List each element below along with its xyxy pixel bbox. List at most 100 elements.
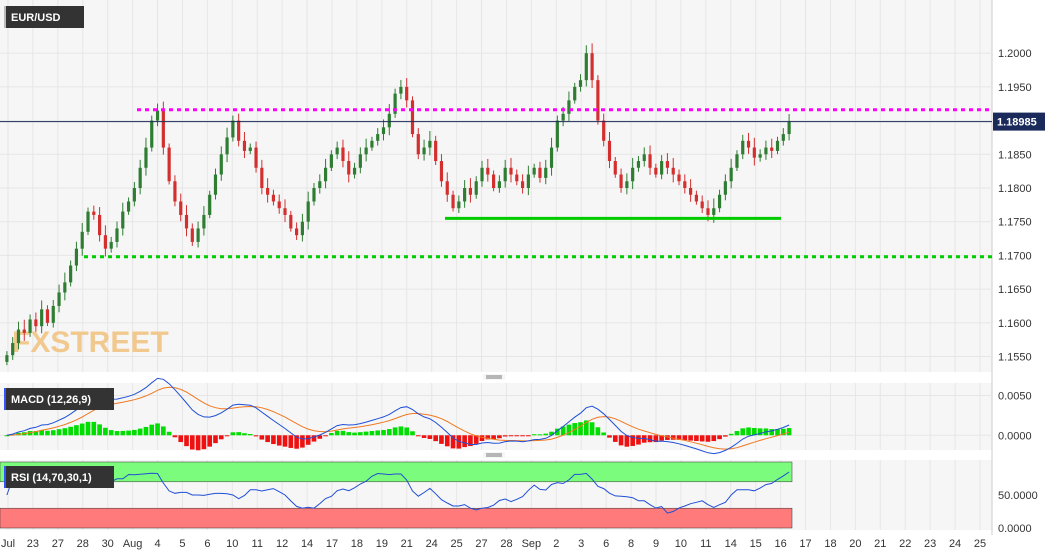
macd-histogram-bar bbox=[415, 435, 421, 437]
macd-histogram-bar bbox=[468, 435, 473, 447]
macd-histogram-bar bbox=[323, 435, 328, 437]
x-tick-label: 21 bbox=[401, 538, 413, 550]
x-tick-label: 17 bbox=[799, 538, 811, 550]
candle-body bbox=[289, 214, 293, 229]
macd-histogram-bar bbox=[514, 435, 520, 437]
macd-histogram-bar bbox=[363, 431, 369, 436]
macd-histogram-bar bbox=[520, 435, 525, 437]
candle-body bbox=[16, 329, 21, 344]
macd-histogram-bar bbox=[491, 435, 496, 440]
x-tick-label: 28 bbox=[77, 538, 89, 550]
macd-histogram-bar bbox=[352, 432, 357, 436]
candle-body bbox=[103, 235, 107, 249]
macd-histogram-bar bbox=[4, 435, 10, 437]
candle-body bbox=[677, 174, 681, 182]
macd-histogram-bar bbox=[369, 431, 375, 436]
candle-body bbox=[295, 228, 299, 236]
macd-histogram-bar bbox=[85, 421, 91, 436]
macd-histogram-bar bbox=[723, 435, 728, 437]
macd-histogram-bar bbox=[705, 435, 711, 442]
macd-histogram-bar bbox=[45, 430, 50, 436]
macd-histogram-bar bbox=[537, 434, 543, 436]
candle-body bbox=[237, 120, 241, 141]
x-tick-label: 14 bbox=[301, 538, 313, 550]
candle-body bbox=[196, 228, 200, 242]
symbol-title: EUR/USD bbox=[11, 12, 61, 24]
macd-histogram-bar bbox=[566, 424, 572, 436]
x-tick-label: Jul bbox=[1, 538, 15, 550]
macd-histogram-bar bbox=[33, 431, 39, 436]
macd-histogram-bar bbox=[473, 435, 479, 444]
candle-body bbox=[532, 167, 536, 175]
candle-body bbox=[492, 174, 496, 188]
x-tick-label: 10 bbox=[675, 538, 687, 550]
macd-histogram-bar bbox=[288, 435, 294, 448]
x-tick-label: 18 bbox=[351, 538, 363, 550]
rsi-line bbox=[6, 466, 790, 514]
x-tick-label: 22 bbox=[899, 538, 911, 550]
candle-body bbox=[509, 167, 513, 175]
macd-histogram-bar bbox=[717, 435, 722, 440]
candle-body bbox=[555, 120, 559, 148]
x-tick-label: 2 bbox=[553, 538, 559, 550]
candle-body bbox=[486, 167, 490, 175]
macd-histogram-bar bbox=[497, 435, 502, 439]
macd-histogram-bar bbox=[786, 428, 792, 436]
candle-body bbox=[28, 319, 32, 333]
macd-histogram-bar bbox=[207, 435, 213, 447]
candle-body bbox=[74, 248, 79, 266]
macd-histogram-bar bbox=[172, 435, 178, 438]
x-tick-label: 15 bbox=[750, 538, 762, 550]
rsi-overbought-zone bbox=[0, 461, 793, 483]
candle-body bbox=[642, 154, 646, 162]
macd-histogram-bar bbox=[103, 427, 108, 436]
candle-body bbox=[242, 140, 247, 151]
candle-body bbox=[700, 201, 704, 209]
rsi-resize-handle[interactable] bbox=[483, 452, 505, 458]
x-tick-label: 10 bbox=[226, 538, 238, 550]
macd-histogram-bar bbox=[746, 427, 751, 436]
macd-histogram-bar bbox=[334, 430, 340, 436]
macd-label-badge[interactable]: MACD (12,26,9) bbox=[4, 388, 114, 410]
candle-body bbox=[45, 309, 50, 323]
macd-signal-line bbox=[6, 386, 790, 450]
candle-body bbox=[561, 113, 565, 121]
candle-body bbox=[144, 147, 148, 168]
candle-body bbox=[167, 147, 171, 182]
candle-body bbox=[109, 241, 113, 249]
macd-histogram-bar bbox=[439, 435, 444, 444]
macd-resize-handle[interactable] bbox=[483, 374, 505, 380]
candle-body bbox=[86, 211, 90, 232]
candle-body bbox=[434, 140, 438, 162]
macd-histogram-bar bbox=[184, 435, 189, 447]
symbol-title-badge[interactable]: EUR/USD bbox=[4, 6, 84, 28]
macd-histogram-bar bbox=[230, 432, 236, 436]
macd-histogram-bar bbox=[549, 431, 554, 436]
macd-histogram-bar bbox=[236, 432, 241, 436]
macd-histogram-bar bbox=[485, 435, 491, 440]
macd-panel-bg bbox=[0, 383, 992, 450]
macd-histogram-bar bbox=[300, 435, 305, 448]
candle-body bbox=[567, 100, 571, 114]
candle-body bbox=[573, 86, 577, 101]
macd-histogram-bar bbox=[636, 435, 641, 445]
macd-histogram-bar bbox=[218, 435, 224, 440]
candle-body bbox=[405, 86, 409, 101]
macd-histogram-bar bbox=[526, 435, 531, 437]
candle-body bbox=[219, 154, 223, 175]
candle-body bbox=[283, 208, 287, 215]
rsi-oversold-zone bbox=[0, 507, 793, 529]
candle-body bbox=[132, 188, 136, 202]
candle-body bbox=[370, 140, 374, 148]
candle-body bbox=[358, 154, 362, 168]
macd-histogram-bar bbox=[137, 428, 143, 436]
candle-body bbox=[457, 201, 461, 209]
candle-body bbox=[619, 174, 623, 188]
candle-body bbox=[607, 140, 612, 162]
rsi-label-badge[interactable]: RSI (14,70,30,1) bbox=[4, 466, 114, 488]
price-tick-label: 1.1650 bbox=[998, 284, 1032, 296]
candle-body bbox=[5, 355, 9, 362]
candle-body bbox=[480, 167, 484, 182]
macd-histogram-bar bbox=[201, 435, 207, 450]
candle-body bbox=[468, 188, 473, 195]
